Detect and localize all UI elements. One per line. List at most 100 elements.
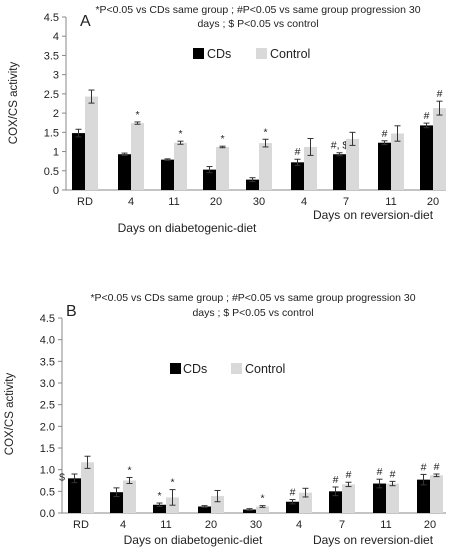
x-tick-label: 20 <box>205 519 217 531</box>
significance-mark: # <box>346 469 352 481</box>
x-tick-label: 11 <box>160 519 171 531</box>
significance-mark: # <box>377 466 383 478</box>
x-tick-label: RD <box>73 519 89 531</box>
bar-cds <box>417 479 430 513</box>
significance-mark: * <box>157 490 161 502</box>
bar-control <box>211 496 224 513</box>
y-tick-label: 3.5 <box>44 50 59 62</box>
x-tick-label: RD <box>77 196 93 208</box>
bar-cds <box>243 509 256 513</box>
note-b-line2: days ; $ P<0.05 vs control <box>192 307 313 319</box>
x-axis-label-right-b: Days on reversion-diet <box>313 533 434 547</box>
note-b-line1: *P<0.05 vs CDs same group ; #P<0.05 vs s… <box>90 292 415 304</box>
significance-mark: * <box>127 464 131 476</box>
significance-mark: # <box>390 468 396 480</box>
x-tick-label: 20 <box>424 519 436 531</box>
x-tick-label: 20 <box>427 196 439 208</box>
x-tick-labels-b: RD 4 11 20 30 4 7 11 20 <box>73 519 436 531</box>
x-tick-label: 4 <box>120 519 126 531</box>
x-tick-label: 11 <box>385 196 396 208</box>
note-a-line1: *P<0.05 vs CDs same group ; #P<0.05 vs s… <box>95 4 420 16</box>
y-tick-label: 0.0 <box>40 508 55 520</box>
y-tick-label: 1.0 <box>40 465 55 477</box>
bar-cds <box>68 478 81 513</box>
bar-control <box>85 96 98 190</box>
legend-swatch-control-b <box>231 363 242 374</box>
y-tick-label: 0.5 <box>40 486 55 498</box>
significance-mark: # <box>333 474 339 486</box>
significance-mark: * <box>135 109 139 121</box>
significance-mark: * <box>178 128 182 140</box>
x-tick-label: 7 <box>339 519 345 531</box>
significance-mark: * <box>170 477 174 489</box>
y-tick-label: 3 <box>53 70 59 82</box>
bar-cds <box>373 483 386 513</box>
bars-b: $ * * * * # # # # # # # <box>59 455 443 513</box>
note-a-line2: days ; $ P<0.05 vs control <box>197 18 318 30</box>
y-ticks-a: 0 0.5 1 1.5 2 2.5 3 3.5 4 4.5 <box>44 12 66 197</box>
significance-mark: # <box>295 146 301 158</box>
bar-control <box>386 483 399 513</box>
y-tick-label: 2.5 <box>40 400 55 412</box>
significance-mark: * <box>263 126 267 138</box>
bar-cds <box>291 162 304 190</box>
significance-mark: * <box>220 133 224 145</box>
bar-cds <box>378 142 391 190</box>
panel-label-a: A <box>80 13 91 30</box>
bar-control <box>304 146 317 190</box>
legend-label-cds-b: CDs <box>183 362 207 376</box>
x-axis-label-left-b: Days on diabetogenic-diet <box>124 533 263 547</box>
legend-label-cds-a: CDs <box>207 47 231 61</box>
legend-label-control-a: Control <box>270 47 310 61</box>
bar-control <box>433 108 446 190</box>
bar-control <box>256 506 269 513</box>
bar-cds <box>286 501 299 513</box>
bar-control <box>259 143 272 190</box>
bar-cds <box>118 154 131 190</box>
significance-mark: * <box>260 493 264 505</box>
y-tick-label: 4.5 <box>44 12 59 24</box>
y-axis-label-a: COX/CS activity <box>8 62 20 145</box>
bar-control <box>174 142 187 190</box>
x-axis-label-left-a: Days on diabetogenic-diet <box>118 221 257 235</box>
chart-panel-b: *P<0.05 vs CDs same group ; #P<0.05 vs s… <box>4 292 446 547</box>
y-tick-label: 2.5 <box>44 89 59 101</box>
significance-mark: # <box>382 128 388 140</box>
y-axis-label-b: COX/CS activity <box>4 373 16 456</box>
x-tick-label: 4 <box>296 519 302 531</box>
bar-control <box>391 133 404 190</box>
y-tick-label: 1 <box>53 147 59 159</box>
panel-label-b: B <box>66 303 77 320</box>
y-tick-label: 4.5 <box>40 313 55 325</box>
chart-panel-a: *P<0.05 vs CDs same group ; #P<0.05 vs s… <box>8 4 446 235</box>
x-tick-label: 4 <box>301 196 307 208</box>
x-tick-label: 11 <box>168 196 179 208</box>
significance-mark: # <box>290 487 296 499</box>
y-tick-label: 4.0 <box>40 335 55 347</box>
bar-cds <box>153 504 166 513</box>
bar-control <box>342 484 355 513</box>
y-tick-label: 1.5 <box>40 443 55 455</box>
bar-control <box>123 480 136 513</box>
bar-cds <box>203 169 216 190</box>
bar-cds <box>198 506 211 513</box>
x-tick-labels-a: RD 4 11 20 30 4 7 11 20 <box>77 196 439 208</box>
significance-mark: # <box>437 88 443 100</box>
bar-control <box>299 492 312 513</box>
x-tick-label: 4 <box>128 196 134 208</box>
legend-swatch-control-a <box>256 48 267 59</box>
y-tick-label: 2 <box>53 108 59 120</box>
significance-mark: # <box>421 461 427 473</box>
x-tick-label: 30 <box>253 196 265 208</box>
y-ticks-b: 0.0 0.5 1.0 1.5 2.0 2.5 3.0 3.5 4.0 4.5 <box>40 313 62 520</box>
y-tick-label: 2.0 <box>40 421 55 433</box>
y-tick-label: 3.5 <box>40 356 55 368</box>
y-tick-label: 1.5 <box>44 127 59 139</box>
bar-control <box>216 146 229 190</box>
bar-cds <box>329 491 342 513</box>
bar-cds <box>161 159 174 190</box>
significance-mark: $ <box>59 471 65 483</box>
y-tick-label: 3.0 <box>40 378 55 390</box>
bar-cds <box>420 125 433 190</box>
